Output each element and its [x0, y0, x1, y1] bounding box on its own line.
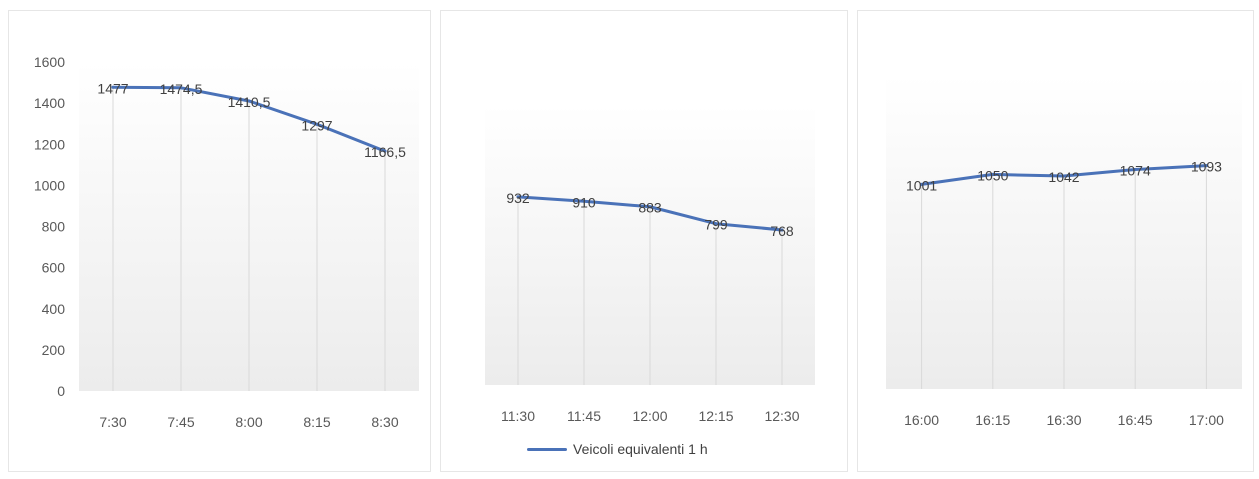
data-point	[648, 205, 652, 209]
x-tick-label: 8:30	[371, 414, 398, 430]
chart-evening: 16:00 16:15 16:30 16:45 17:00 1001 1050 1042 107…	[886, 75, 1242, 428]
data-label: 1297	[301, 117, 332, 133]
x-tick-label: 8:15	[303, 414, 330, 430]
legend: Veicoli equivalenti 1 h	[527, 441, 708, 457]
data-label: 1074	[1120, 163, 1151, 179]
data-point	[991, 172, 995, 176]
legend-label: Veicoli equivalenti 1 h	[573, 441, 708, 457]
data-point	[1204, 164, 1208, 168]
data-label: 1474,5	[160, 81, 203, 97]
x-tick-label: 16:30	[1046, 412, 1081, 428]
x-tick-label: 17:00	[1189, 412, 1224, 428]
x-tick-label: 7:45	[167, 414, 194, 430]
data-label: 1410,5	[228, 94, 271, 110]
data-label: 883	[638, 200, 662, 216]
y-tick-label: 400	[42, 301, 66, 317]
y-tick-label: 200	[42, 342, 66, 358]
y-tick-label: 800	[42, 219, 66, 235]
x-tick-label: 7:30	[99, 414, 126, 430]
x-tick-label: 12:15	[698, 408, 733, 424]
y-tick-label: 1200	[34, 136, 65, 152]
y-tick-label: 1000	[34, 177, 65, 193]
data-point	[516, 195, 520, 199]
data-label: 1050	[977, 167, 1008, 183]
data-label: 1042	[1048, 169, 1079, 185]
data-label: 1001	[906, 177, 937, 193]
chart-morning: 0 200 400 600 800 1000 1200 1400 1600 7:30 7:45 8:0…	[34, 54, 419, 430]
chart-panel-evening: 16:00 16:15 16:30 16:45 17:00 1001 1050 1042 107…	[857, 10, 1254, 472]
data-label: 1166,5	[364, 144, 406, 160]
x-tick-label: 12:00	[632, 408, 667, 424]
y-tick-label: 1600	[34, 54, 65, 70]
x-tick-label: 16:15	[975, 412, 1010, 428]
legend-swatch	[527, 447, 567, 451]
data-point	[111, 85, 115, 89]
y-tick-label: 0	[57, 383, 65, 399]
data-point	[582, 199, 586, 203]
data-point	[247, 99, 251, 103]
data-point	[714, 222, 718, 226]
y-tick-label: 1400	[34, 95, 65, 111]
data-label: 1477	[97, 80, 128, 96]
x-tick-label: 12:30	[764, 408, 799, 424]
chart-midday: 11:30 11:45 12:00 12:15 12:30 932 910 883 799 768	[485, 105, 815, 424]
chart-panel-morning: 0 200 400 600 800 1000 1200 1400 1600 7:30 7:45 8:0…	[8, 10, 431, 472]
data-point	[920, 182, 924, 186]
data-point	[1133, 168, 1137, 172]
x-tick-label: 11:45	[567, 408, 601, 424]
data-point	[780, 228, 784, 232]
data-point	[315, 122, 319, 126]
data-point	[383, 149, 387, 153]
data-label: 799	[704, 217, 728, 233]
x-tick-label: 8:00	[235, 414, 262, 430]
x-tick-label: 16:00	[904, 412, 939, 428]
data-point	[1062, 174, 1066, 178]
x-tick-label: 11:30	[501, 408, 535, 424]
data-label: 910	[572, 194, 596, 210]
data-label: 768	[770, 223, 794, 239]
data-label: 1093	[1191, 159, 1222, 175]
data-label: 932	[506, 190, 530, 206]
chart-panel-midday: 11:30 11:45 12:00 12:15 12:30 932 910 883 799 768…	[440, 10, 848, 472]
x-tick-label: 16:45	[1118, 412, 1153, 428]
y-tick-label: 600	[42, 260, 66, 276]
data-point	[179, 86, 183, 90]
